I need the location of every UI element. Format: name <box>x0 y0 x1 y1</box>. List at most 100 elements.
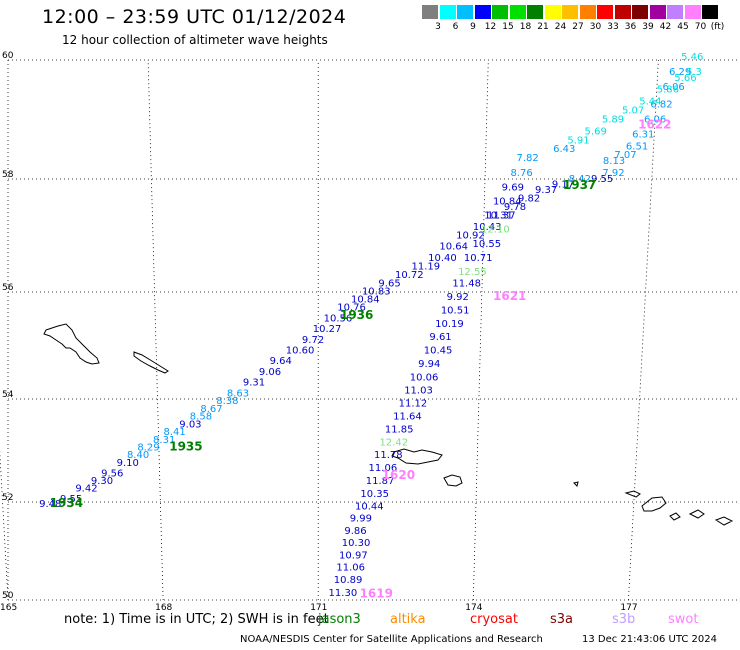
legend-swatch <box>614 5 631 19</box>
wave-height-value: 10.44 <box>355 501 384 512</box>
lat-label: 60 <box>2 51 14 61</box>
lon-label: 168 <box>155 603 172 613</box>
pass-time-label: 1620 <box>382 468 415 482</box>
wave-height-value: 9.61 <box>429 332 451 343</box>
legend-swatch <box>562 5 578 19</box>
legend-swatch <box>527 5 543 19</box>
wave-height-value: 5.91 <box>567 135 589 146</box>
pass-time-label: 1934 <box>50 496 83 510</box>
wave-height-value: 9.99 <box>350 514 372 525</box>
wave-height-value: 11.03 <box>404 386 433 397</box>
wave-height-value: 8.42 <box>569 174 591 185</box>
wave-height-value: 8.40 <box>127 450 149 461</box>
legend-label: 12 <box>484 22 497 32</box>
wave-height-value: 9.92 <box>447 292 469 303</box>
legend-unit: (ft) <box>710 22 725 32</box>
legend-swatch <box>492 5 508 19</box>
wave-height-value: 8.38 <box>216 396 238 407</box>
wave-height-value: 8.67 <box>200 404 222 415</box>
wave-height-value: 5.44 <box>639 97 661 108</box>
meridian-line <box>472 59 489 601</box>
wave-height-value: 9.55 <box>591 174 613 185</box>
lat-label: 52 <box>2 493 13 503</box>
pass-time-label: 1935 <box>169 440 202 454</box>
wave-height-value: 11.06 <box>336 563 365 574</box>
wave-height-value: 11.06 <box>369 463 398 474</box>
pass-time-labels: 1934 1935 1936 1937 1619 1620 1621 1622 <box>50 117 672 600</box>
wave-height-value: 9.94 <box>418 359 440 370</box>
satellite-tracks: 9.489.559.429.309.569.108.408.298.318.41… <box>39 52 703 599</box>
satellite-legend-item: s3a <box>550 612 574 627</box>
legend-label: 18 <box>519 22 532 32</box>
wave-height-value: 9.03 <box>179 419 201 430</box>
wave-height-value: 9.55 <box>60 494 82 505</box>
footer-credit: NOAA/NESDIS Center for Satellite Applica… <box>240 634 543 645</box>
wave-height-value: 9.78 <box>504 202 526 213</box>
island-rat <box>641 496 734 526</box>
legend-label: 30 <box>589 22 602 32</box>
wave-height-value: 10.97 <box>339 550 368 561</box>
lon-label: 171 <box>310 603 327 613</box>
legend-label: 27 <box>572 22 584 32</box>
legend-swatch <box>684 5 701 19</box>
lon-label: 177 <box>620 603 637 613</box>
lon-label: 174 <box>465 603 482 613</box>
wave-height-value: 10.72 <box>395 270 424 281</box>
footer-timestamp: 13 Dec 21:43:06 UTC 2024 <box>582 634 717 645</box>
wave-height-value: 9.72 <box>302 335 324 346</box>
wave-height-value: 6.06 <box>663 82 685 93</box>
wave-height-value: 10.43 <box>473 222 502 233</box>
wave-height-value: 9.64 <box>270 356 292 367</box>
wave-height-value: 6.29 <box>669 67 691 78</box>
wave-height-value: 8.76 <box>510 168 532 179</box>
legend-swatch <box>667 5 683 19</box>
legend-label: 36 <box>624 22 637 32</box>
wave-height-value: 5.89 <box>602 114 624 125</box>
lat-label: 54 <box>2 390 14 400</box>
wave-height-value: 10.45 <box>424 346 453 357</box>
wave-height-value: 5.07 <box>622 106 644 117</box>
wave-height-value: 10.30 <box>342 538 371 549</box>
wave-height-value: 8.13 <box>603 156 625 167</box>
legend-swatch <box>544 5 561 19</box>
legend-swatch <box>474 5 491 19</box>
wave-height-value: 10.31 <box>484 211 513 222</box>
satellite-legend-item: altika <box>390 612 426 627</box>
lat-label: 56 <box>2 283 14 293</box>
wave-height-value: 8.41 <box>163 427 185 438</box>
legend-swatch <box>422 5 438 19</box>
wave-height-value: 7.92 <box>602 168 624 179</box>
wave-height-value: 9.30 <box>91 476 113 487</box>
wave-height-value: 10.35 <box>360 489 389 500</box>
wave-height-value: 10.92 <box>456 230 485 241</box>
wave-height-value: 10.19 <box>435 319 464 330</box>
legend-label: 21 <box>537 22 549 32</box>
pass-time-label: 1937 <box>563 178 596 192</box>
legend-swatch <box>457 5 473 19</box>
legend-label: 33 <box>607 22 619 32</box>
satellite-legend-item: cryosat <box>470 612 518 627</box>
island-attu <box>391 448 443 465</box>
pass-time-label: 1621 <box>493 289 526 303</box>
wave-height-value: 12.42 <box>379 437 408 448</box>
wave-height-value: 12.55 <box>458 267 487 278</box>
wave-height-value: 11.85 <box>385 424 414 435</box>
island-medny <box>133 351 169 374</box>
legend-label: 39 <box>642 22 654 32</box>
wave-height-value: 10.89 <box>334 575 363 586</box>
wave-height-value: 10.83 <box>362 287 391 298</box>
wave-height-value: 11.12 <box>399 399 428 410</box>
wave-height-value: 8.63 <box>227 388 249 399</box>
wave-height-value: 10.76 <box>337 303 366 314</box>
wave-height-value: 11.64 <box>393 412 422 423</box>
wave-height-value: 9.56 <box>101 468 123 479</box>
legend-swatch <box>632 5 648 19</box>
legend-swatch <box>509 5 526 19</box>
wave-height-value: 7.07 <box>614 150 636 161</box>
wave-height-value: 9.17 <box>552 179 574 190</box>
wave-height-value: 10.27 <box>313 324 342 335</box>
island-semichi <box>573 481 641 498</box>
wave-height-value: 9.31 <box>243 378 265 389</box>
legend-label: 42 <box>659 22 672 32</box>
